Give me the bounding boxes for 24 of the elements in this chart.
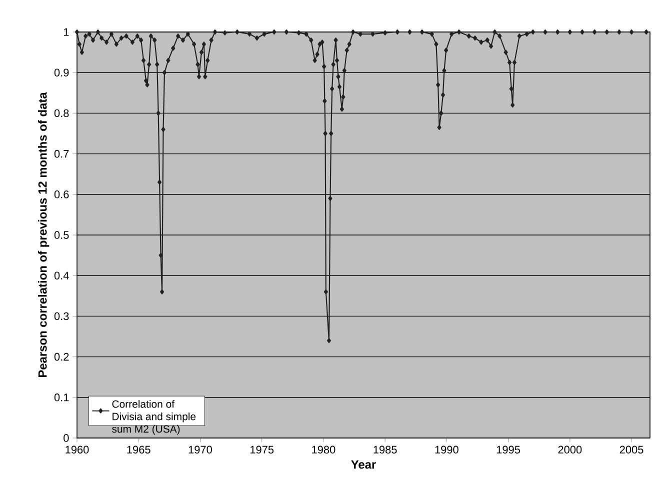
y-tick-label: 0.9 xyxy=(54,68,69,76)
x-tick-label: 1965 xyxy=(127,446,150,454)
y-tick-label: 0.5 xyxy=(54,231,69,239)
x-tick-label: 1970 xyxy=(188,446,212,454)
y-tick-label: 0.6 xyxy=(54,190,69,198)
x-tick-label: 1980 xyxy=(312,446,336,454)
x-axis-title: Year xyxy=(351,460,376,469)
x-tick-label: 1990 xyxy=(435,446,458,454)
y-tick-label: 0.1 xyxy=(54,394,69,402)
y-axis-title: Pearson correlation of previous 12 months of data xyxy=(38,92,50,378)
x-tick-label: 2000 xyxy=(558,446,582,454)
y-tick-label: 0.8 xyxy=(54,109,69,118)
y-tick-label: 0 xyxy=(64,434,69,442)
y-tick-label: 0.2 xyxy=(54,352,69,361)
x-tick-label: 2005 xyxy=(620,446,644,454)
x-tick-label: 1995 xyxy=(496,446,520,454)
y-tick-label: 0.3 xyxy=(54,312,69,320)
y-tick-label: 0.4 xyxy=(54,272,69,280)
y-tick-label: 0.7 xyxy=(54,150,69,158)
x-tick-label: 1985 xyxy=(374,446,397,454)
x-tick-label: 1975 xyxy=(250,446,274,454)
x-tick-label: 1960 xyxy=(66,446,89,454)
y-tick-label: 1 xyxy=(64,28,69,36)
legend-label: Correlation of Divisia and simple sum M2 (USA) xyxy=(112,400,196,435)
